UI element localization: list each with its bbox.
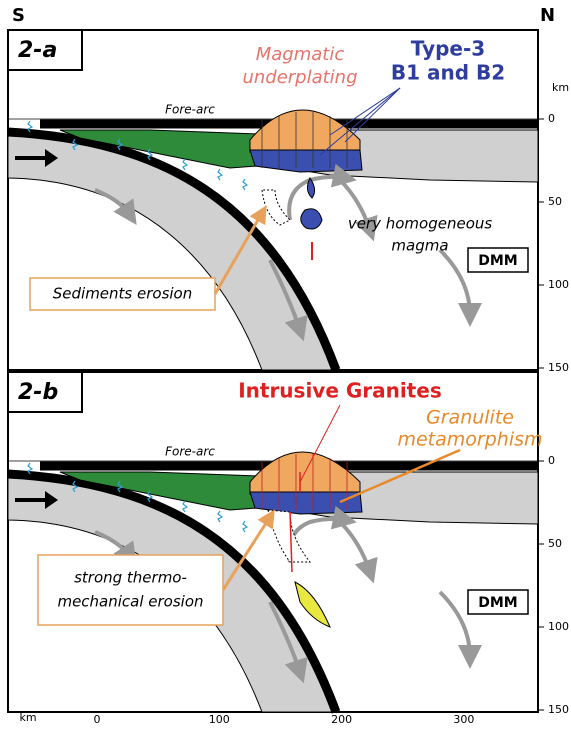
y-tick-label: 50 (548, 195, 562, 208)
panel-label: 2-a (18, 38, 57, 63)
callout-text: mechanical erosion (57, 593, 203, 611)
annotation: magma (391, 237, 448, 255)
fore-arc: Fore-arc (165, 445, 215, 459)
x-tick-label: 100 (209, 713, 230, 726)
panel-label: 2-b (18, 380, 58, 405)
annotation: Granulite (426, 407, 514, 429)
annotation: metamorphism (397, 429, 542, 451)
y-unit: km (552, 81, 569, 94)
mantle-label: DMM (478, 595, 517, 611)
annotation: underplating (242, 67, 357, 88)
mantle-label: DMM (478, 253, 517, 269)
callout-text: Sediments erosion (53, 285, 193, 303)
y-tick-label: 50 (548, 537, 562, 550)
north-label: N (540, 5, 555, 26)
x-tick-label: 300 (453, 713, 474, 726)
callout-text: strong thermo- (74, 569, 187, 587)
callout-box (38, 555, 223, 625)
x-tick-label: 0 (94, 713, 101, 726)
panel: 0 50 100 150 2-a Fore-arc Magmaticunderplating… (8, 30, 569, 374)
south-label: S (12, 5, 25, 26)
x-tick-label: 200 (331, 713, 352, 726)
annotation: Type-3 (411, 37, 485, 61)
panel: 0 50 100 150 2-b Fore-arc Intrusive Granites Gr… (8, 372, 569, 716)
y-tick-label: 0 (548, 112, 555, 125)
annotation: very homogeneous (348, 215, 493, 233)
y-tick-label: 150 (548, 703, 569, 716)
diagram: S N km km 01002003000501001502-aFore-arc… (0, 0, 571, 729)
y-tick-label: 100 (548, 278, 569, 291)
y-tick-label: 100 (548, 620, 569, 633)
fore-arc: Fore-arc (165, 103, 215, 117)
annotation: B1 and B2 (391, 61, 505, 85)
y-tick-label: 150 (548, 361, 569, 374)
y-tick-label: 0 (548, 454, 555, 467)
annotation: Magmatic (256, 44, 345, 65)
annotation: Intrusive Granites (238, 379, 442, 403)
